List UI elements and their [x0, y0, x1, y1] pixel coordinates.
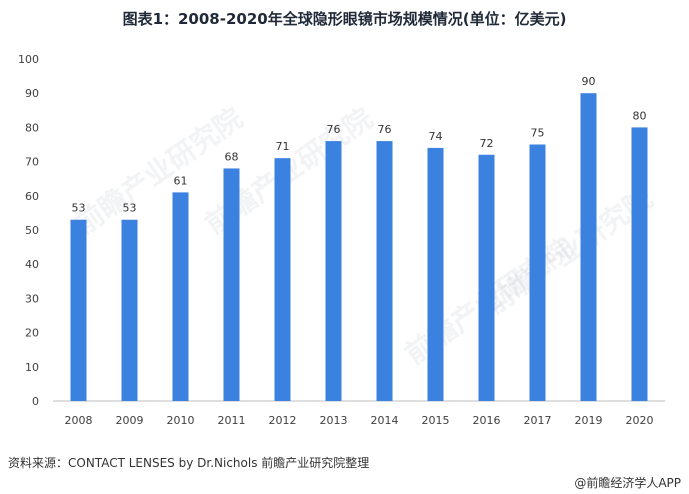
bar-2017	[529, 144, 546, 401]
bar-2011	[223, 168, 240, 401]
x-tick-label: 2014	[371, 414, 399, 427]
value-labels: 53 53 61 68 71 76 76 74 72 75 90 80	[72, 75, 647, 215]
x-tick-label: 2011	[218, 414, 246, 427]
value-label-2010: 61	[174, 174, 188, 187]
x-tick-label: 2012	[269, 414, 297, 427]
x-tick-label: 2010	[167, 414, 195, 427]
bar-2008	[70, 219, 87, 401]
source-note: 资料来源：CONTACT LENSES by Dr.Nichols 前瞻产业研究…	[8, 456, 370, 470]
y-tick-label: 70	[25, 156, 39, 169]
x-tick-label: 2019	[575, 414, 603, 427]
y-tick-label: 40	[25, 258, 39, 271]
value-label-2016: 72	[480, 137, 494, 150]
chart-title: 图表1：2008-2020年全球隐形眼镜市场规模情况(单位：亿美元)	[122, 10, 567, 28]
x-tick-label: 2016	[473, 414, 501, 427]
value-label-2019: 90	[582, 75, 596, 88]
y-tick-label: 0	[32, 395, 39, 408]
bar-2020	[631, 127, 648, 402]
value-label-2012: 71	[276, 140, 290, 153]
x-axis: 2008 2009 2010 2011 2012 2013 2014 2015 2016 2017…	[65, 414, 654, 427]
x-tick-label: 2009	[116, 414, 144, 427]
y-tick-label: 50	[25, 224, 39, 237]
bar-2010	[172, 192, 189, 401]
y-tick-label: 90	[25, 87, 39, 100]
value-label-2009: 53	[123, 202, 137, 215]
y-tick-label: 60	[25, 190, 39, 203]
bar-2009	[121, 219, 138, 401]
value-label-2011: 68	[225, 150, 239, 163]
bar-2015	[427, 147, 444, 401]
brand-label: @前瞻经济学人APP	[574, 476, 681, 490]
value-label-2015: 74	[429, 130, 443, 143]
bar-chart: 0 10 20 30 40 50 60 70 80 90 100 53 53 61 68 71 76 76 74 7…	[18, 53, 665, 427]
x-tick-label: 2020	[626, 414, 654, 427]
x-tick-label: 2013	[320, 414, 348, 427]
bars	[70, 93, 648, 402]
bar-2013	[325, 141, 342, 401]
value-label-2014: 76	[378, 123, 392, 136]
y-axis: 0 10 20 30 40 50 60 70 80 90 100	[18, 53, 39, 408]
x-tick-label: 2015	[422, 414, 450, 427]
value-label-2008: 53	[72, 202, 86, 215]
y-tick-label: 20	[25, 327, 39, 340]
value-label-2017: 75	[531, 127, 545, 140]
y-tick-label: 30	[25, 292, 39, 305]
bar-2016	[478, 154, 495, 401]
x-tick-label: 2008	[65, 414, 93, 427]
y-tick-label: 80	[25, 121, 39, 134]
y-tick-label: 10	[25, 361, 39, 374]
value-label-2013: 76	[327, 123, 341, 136]
y-tick-label: 100	[18, 53, 39, 66]
bar-2014	[376, 141, 393, 401]
bar-2012	[274, 158, 291, 401]
value-label-2020: 80	[633, 109, 647, 122]
bar-2019	[580, 93, 597, 401]
x-tick-label: 2017	[524, 414, 552, 427]
